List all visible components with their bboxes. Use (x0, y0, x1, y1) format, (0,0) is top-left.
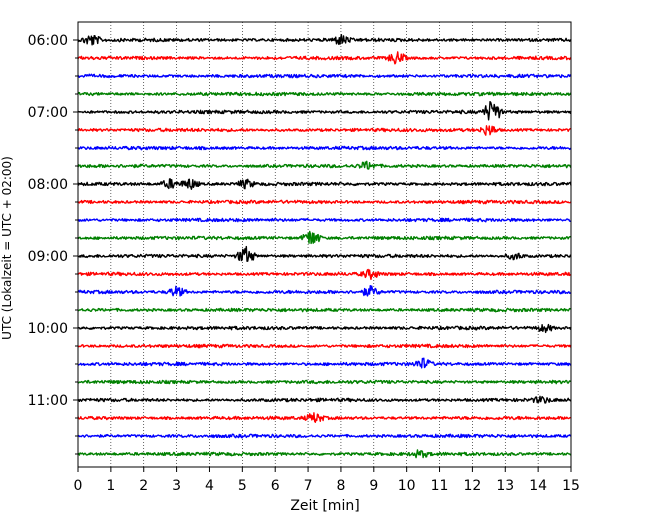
trace-0730 (77, 145, 572, 151)
trace-0700 (77, 100, 572, 121)
trace-1130 (77, 433, 572, 439)
x-tick-label: 13 (496, 478, 514, 494)
x-tick-label: 3 (172, 478, 181, 494)
trace-0615 (77, 51, 572, 65)
trace-0845 (77, 230, 572, 245)
trace-0900 (77, 245, 572, 262)
x-tick-label: 11 (431, 478, 449, 494)
trace-0930 (77, 284, 572, 297)
x-tick-label: 9 (369, 478, 378, 494)
y-axis-label: UTC (Lokalzeit = UTC + 02:00) (0, 156, 14, 340)
y-tick-label: 09:00 (28, 249, 68, 265)
trace-1145 (77, 449, 572, 459)
trace-0815 (77, 199, 572, 205)
trace-0630 (77, 73, 572, 79)
traces (77, 34, 572, 459)
trace-0600 (77, 34, 572, 46)
trace-0715 (77, 125, 572, 136)
x-tick-label: 2 (139, 478, 148, 494)
trace-0915 (77, 268, 572, 281)
y-axis: 06:00 07:00 08:00 09:00 10:00 11:00 (28, 33, 78, 455)
x-tick-label: 10 (398, 478, 416, 494)
trace-0945 (77, 307, 572, 313)
x-tick-label: 6 (271, 478, 280, 494)
y-tick-label: 08:00 (28, 177, 68, 193)
y-tick-label: 10:00 (28, 321, 68, 337)
x-tick-label: 15 (562, 478, 580, 494)
x-axis-label: Zeit [min] (290, 498, 359, 514)
trace-0745 (77, 160, 572, 170)
trace-1045 (77, 379, 572, 385)
x-tick-label: 14 (529, 478, 547, 494)
trace-1000 (77, 323, 572, 334)
trace-1030 (77, 357, 572, 369)
x-tick-label: 8 (336, 478, 345, 494)
x-tick-label: 7 (304, 478, 313, 494)
trace-0645 (77, 91, 572, 97)
x-tick-label: 5 (238, 478, 247, 494)
x-tick-label: 0 (74, 478, 83, 494)
x-axis: 0 1 2 3 4 5 6 7 8 9 10 11 12 13 14 15 (74, 467, 580, 494)
trace-1015 (77, 343, 572, 349)
x-tick-label: 4 (205, 478, 214, 494)
y-tick-label: 07:00 (28, 105, 68, 121)
trace-0800 (77, 178, 572, 190)
trace-0830 (77, 217, 572, 223)
trace-1115 (77, 412, 572, 423)
y-tick-label: 11:00 (28, 393, 68, 409)
plot-frame (77, 21, 572, 468)
trace-1100 (77, 395, 572, 404)
x-tick-label: 12 (463, 478, 481, 494)
y-tick-label: 06:00 (28, 33, 68, 49)
x-tick-label: 1 (106, 478, 115, 494)
